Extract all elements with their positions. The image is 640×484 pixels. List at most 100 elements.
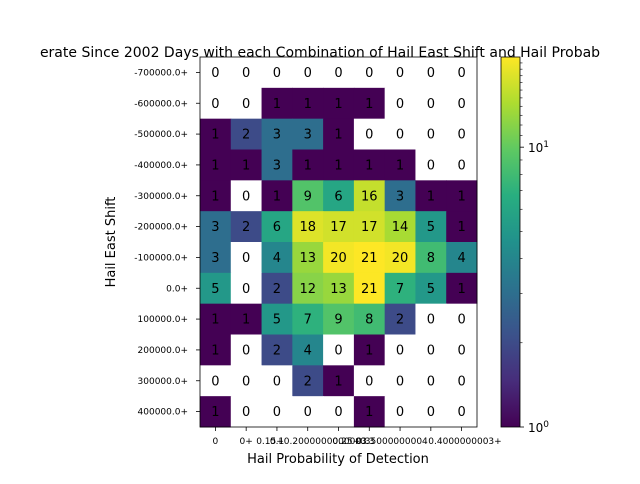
colorbar-ticks: 100 101 (520, 62, 549, 435)
x-tick-label: 0 (213, 437, 219, 447)
cell-value-label: 1 (304, 97, 312, 112)
cell-value-label: 0 (457, 343, 465, 358)
cell-value-label: 13 (330, 282, 347, 297)
cell-value-label: 1 (365, 405, 373, 420)
cell-value-label: 1 (211, 158, 219, 173)
heatmap-cell (446, 57, 478, 89)
heatmap-cell (384, 334, 416, 366)
cell-value-label: 3 (304, 128, 312, 143)
cell-value-label: 0 (396, 128, 404, 143)
x-tick-label: 0.35000000004 (356, 437, 428, 447)
heatmap-cell (353, 57, 386, 89)
cell-value-label: 0 (334, 405, 342, 420)
heatmap-cell (446, 365, 478, 397)
cell-value-label: 1 (211, 343, 219, 358)
cell-value-label: 0 (211, 374, 219, 389)
cell-value-label: 0 (242, 282, 250, 297)
heatmap-cell (446, 272, 478, 305)
cell-value-label: 0 (242, 189, 250, 204)
cell-value-label: 0 (457, 405, 465, 420)
heatmap-cell (415, 87, 447, 120)
heatmap-cell (230, 118, 263, 150)
heatmap-cell (323, 57, 355, 89)
heatmap-cell (200, 180, 232, 212)
cell-value-label: 1 (457, 220, 465, 235)
cell-value-label: 1 (242, 158, 250, 173)
cell-value-label: 17 (330, 220, 347, 235)
heatmap-cell (353, 149, 386, 181)
heatmap-cell (292, 87, 324, 120)
heatmap-cell (292, 118, 324, 150)
cell-value-label: 13 (299, 251, 316, 266)
heatmap-cells (200, 57, 478, 428)
heatmap-cell (384, 365, 416, 397)
cell-value-label: 0 (365, 66, 373, 81)
cell-value-label: 5 (211, 282, 219, 297)
heatmap-cell (446, 149, 478, 181)
cell-value-label: 0 (242, 405, 250, 420)
x-tick-label: 0.4000000003+ (428, 437, 501, 447)
heatmap-cell (261, 149, 293, 181)
heatmap-cell (200, 149, 232, 181)
heatmap-cell (353, 242, 386, 274)
heatmap-cell (415, 365, 447, 397)
heatmap-cell (261, 303, 293, 335)
heatmap-cell (323, 365, 355, 397)
heatmap-cell (384, 57, 416, 89)
heatmap-cell (261, 57, 293, 89)
cell-value-label: 14 (392, 220, 409, 235)
heatmap-cell (261, 334, 293, 366)
heatmap-cell (323, 149, 355, 181)
cell-value-label: 1 (211, 405, 219, 420)
cell-value-label: 0 (457, 158, 465, 173)
heatmap-cell (230, 396, 263, 428)
cell-value-label: 0 (304, 66, 312, 81)
y-tick-label: -700000.0+ (134, 68, 188, 78)
cell-value-label: 1 (334, 128, 342, 143)
cell-value-label: 12 (299, 282, 316, 297)
cell-value-label: 2 (304, 374, 312, 389)
cell-value-label: 0 (273, 374, 281, 389)
heatmap-cell (415, 149, 447, 181)
heatmap-cell (384, 118, 416, 150)
heatmap-cell (261, 118, 293, 150)
cell-value-label: 1 (334, 374, 342, 389)
cell-value-label: 1 (273, 97, 281, 112)
cell-value-label: 0 (242, 374, 250, 389)
y-tick-label: 200000.0+ (138, 346, 188, 356)
heatmap-cell (353, 396, 386, 428)
heatmap-cell (323, 242, 355, 274)
heatmap-cell (415, 118, 447, 150)
x-tick-label: 0.25+0.3 (333, 437, 375, 447)
heatmap-cell (230, 242, 263, 274)
heatmap-cell (384, 149, 416, 181)
heatmap-cell (200, 303, 232, 335)
cell-value-label: 1 (211, 189, 219, 204)
cell-value-label: 18 (299, 220, 316, 235)
cell-value-label: 2 (396, 313, 404, 328)
cell-value-label: 21 (361, 282, 378, 297)
cell-value-label: 8 (365, 313, 373, 328)
cell-value-label: 0 (427, 97, 435, 112)
heatmap-cell (353, 365, 386, 397)
cell-value-label: 1 (211, 128, 219, 143)
y-tick-label: -100000.0+ (134, 253, 188, 263)
cell-value-label: 2 (273, 282, 281, 297)
heatmap-cell (323, 396, 355, 428)
cell-value-label: 1 (365, 97, 373, 112)
heatmap-cell (261, 180, 293, 212)
heatmap-cell (353, 303, 386, 335)
heatmap-cell (323, 272, 355, 305)
y-tick-label: -200000.0+ (134, 223, 188, 233)
y-axis-ticks: -700000.0+ -600000.0+ -500000.0+ -400000.0+… (134, 68, 200, 418)
cell-value-label: 0 (427, 343, 435, 358)
heatmap-cell (323, 180, 355, 212)
heatmap-cell (415, 303, 447, 335)
cell-value-label: 0 (273, 66, 281, 81)
heatmap-cell (200, 211, 232, 243)
cell-value-label: 7 (304, 313, 312, 328)
cell-value-label: 16 (361, 189, 378, 204)
cell-value-label: 0 (396, 97, 404, 112)
heatmap-cell (200, 87, 232, 120)
heatmap-cell (261, 211, 293, 243)
